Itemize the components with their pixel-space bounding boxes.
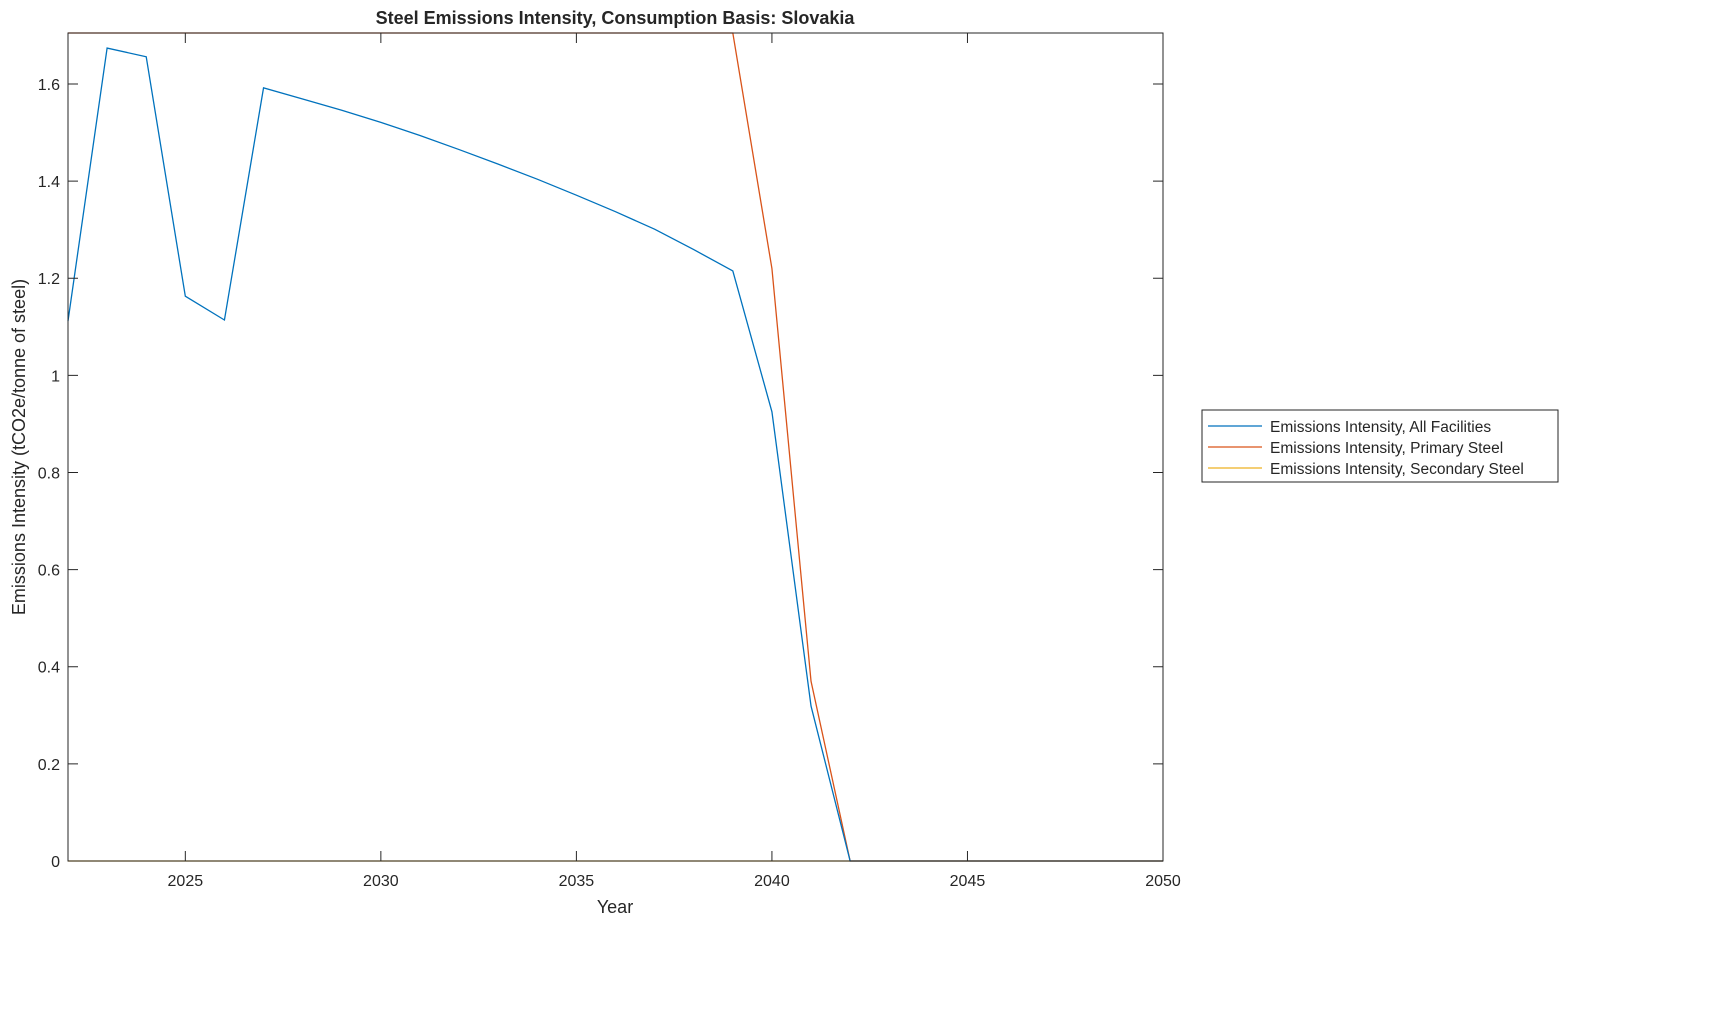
x-tick-label: 2030 (363, 873, 399, 890)
chart-title: Steel Emissions Intensity, Consumption B… (376, 8, 856, 28)
y-tick-label: 1.4 (38, 174, 60, 191)
x-tick-label: 2050 (1145, 873, 1181, 890)
y-tick-label: 1.2 (38, 271, 60, 288)
legend-entry-2: Emissions Intensity, Secondary Steel (1270, 461, 1524, 478)
y-tick-label: 0 (51, 854, 60, 871)
series-line-1 (68, 32, 1163, 862)
plot-area (67, 32, 1164, 862)
y-tick-label: 0.2 (38, 757, 60, 774)
y-tick-label: 1.6 (38, 77, 60, 94)
y-tick-label: 0.4 (38, 660, 60, 677)
x-tick-label: 2045 (950, 873, 986, 890)
y-tick-label: 0.6 (38, 563, 60, 580)
y-tick-label: 1 (51, 368, 60, 385)
y-tick-label: 0.8 (38, 465, 60, 482)
x-tick-label: 2025 (168, 873, 204, 890)
legend: Emissions Intensity, All Facilities Emiss… (1201, 409, 1559, 483)
legend-entry-1: Emissions Intensity, Primary Steel (1270, 440, 1503, 457)
x-tick-label: 2040 (754, 873, 790, 890)
legend-box (1201, 409, 1559, 483)
x-axis-label: Year (597, 897, 633, 917)
legend-entry-0: Emissions Intensity, All Facilities (1270, 419, 1491, 436)
x-tick-label: 2035 (559, 873, 595, 890)
y-axis-label: Emissions Intensity (tCO2e/tonne of stee… (9, 279, 29, 615)
series-line-0 (67, 47, 1163, 862)
